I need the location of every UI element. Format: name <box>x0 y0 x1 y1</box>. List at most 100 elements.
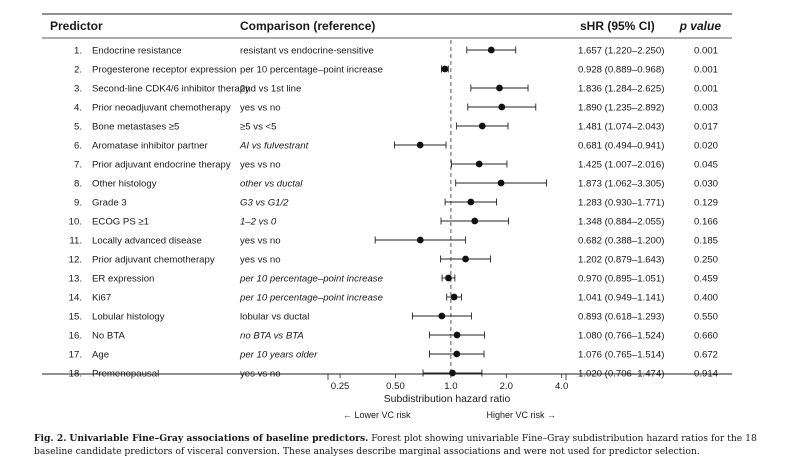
p-value: 0.550 <box>694 311 718 322</box>
point-estimate <box>445 274 452 282</box>
row-index: 9. <box>74 197 82 208</box>
point-estimate <box>450 293 458 301</box>
point-estimate <box>453 350 461 358</box>
p-value: 0.250 <box>694 254 718 265</box>
predictor-label: Bone metastases ≥5 <box>92 121 179 132</box>
predictor-label: Prior neoadjuvant chemotherapy <box>92 102 231 113</box>
predictor-label: Locally advanced disease <box>92 235 202 246</box>
predictor-label: Second-line CDK4/6 inhibitor therapy <box>92 83 250 94</box>
point-estimate <box>462 255 469 263</box>
predictor-label: Grade 3 <box>92 197 127 208</box>
shr-ci-value: 1.657 (1.220–2.250) <box>578 45 664 56</box>
point-estimate <box>438 312 446 320</box>
p-value: 0.017 <box>694 121 718 132</box>
predictor-label: Premenopausal <box>92 368 159 379</box>
predictor-label: No BTA <box>92 330 125 341</box>
predictor-label: ECOG PS ≥1 <box>92 216 149 227</box>
p-value: 0.660 <box>694 330 718 341</box>
predictor-label: Ki67 <box>92 292 111 303</box>
header-estimate: sHR (95% CI) <box>580 19 655 33</box>
p-value: 0.020 <box>694 140 718 151</box>
shr-ci-value: 0.893 (0.618–1.293) <box>578 311 664 322</box>
shr-ci-value: 1.020 (0.706–1.474) <box>578 368 664 379</box>
shr-ci-value: 0.970 (0.895–1.051) <box>578 273 664 284</box>
forest-plot: Predictor Comparison (reference) sHR (95% … <box>42 13 732 420</box>
p-value: 0.459 <box>694 273 718 284</box>
shr-ci-value: 1.348 (0.884–2.055) <box>578 216 664 227</box>
row-index: 10. <box>69 216 82 227</box>
comparison-label: per 10 percentage–point increase <box>239 292 383 303</box>
shr-ci-value: 1.076 (0.765–1.514) <box>578 349 664 360</box>
shr-ci-value: 1.425 (1.007–2.016) <box>578 159 664 170</box>
comparison-label: per 10 years older <box>239 349 318 360</box>
point-estimate <box>449 369 456 377</box>
comparison-label: yes vs no <box>240 102 281 113</box>
shr-ci-value: 1.836 (1.284–2.625) <box>578 83 664 94</box>
comparison-label: ≥5 vs <5 <box>240 121 276 132</box>
point-estimate <box>497 179 505 187</box>
figure-caption: Fig. 2. Univariable Fine–Gray associatio… <box>34 432 774 458</box>
shr-ci-value: 1.041 (0.949–1.141) <box>578 292 664 303</box>
predictor-label: Aromatase inhibitor partner <box>92 140 209 151</box>
point-estimate <box>478 122 486 130</box>
predictor-label: Prior adjuvant chemotherapy <box>92 254 215 265</box>
p-value: 0.001 <box>694 45 718 56</box>
comparison-label: per 10 percentage–point increase <box>239 273 383 284</box>
comparison-label: yes vs no <box>240 159 281 170</box>
caption-body: Forest plot showing univariable Fine–Gra… <box>34 433 757 457</box>
comparison-label: yes vs no <box>240 368 281 379</box>
axis-tick-label: 4.0 <box>555 381 568 392</box>
point-estimate <box>467 198 475 206</box>
point-estimate <box>475 160 483 168</box>
comparison-label: per 10 percentage–point increase <box>240 64 383 75</box>
comparison-label: AI vs fulvestrant <box>239 140 309 151</box>
p-value: 0.045 <box>694 159 718 170</box>
p-value: 0.672 <box>694 349 718 360</box>
row-index: 17. <box>69 349 82 360</box>
row-index: 15. <box>69 311 82 322</box>
row-index: 5. <box>74 121 82 132</box>
axis-tick-label: 0.25 <box>331 381 350 392</box>
comparison-label: 1–2 vs 0 <box>240 216 277 227</box>
caption-label: Fig. 2. <box>34 433 67 444</box>
p-value: 0.030 <box>694 178 718 189</box>
point-estimate <box>496 84 503 92</box>
predictor-label: ER expression <box>92 273 154 284</box>
axis-tick-label: 2.0 <box>500 381 513 392</box>
predictor-label: Prior adjuvant endocrine therapy <box>92 159 231 170</box>
row-index: 4. <box>74 102 82 113</box>
shr-ci-value: 0.928 (0.889–0.968) <box>578 64 664 75</box>
shr-ci-value: 1.481 (1.074–2.043) <box>578 121 664 132</box>
row-index: 11. <box>69 235 82 246</box>
p-value: 0.129 <box>694 197 718 208</box>
caption-title: Univariable Fine–Gray associations of ba… <box>69 433 369 444</box>
comparison-label: 2nd vs 1st line <box>240 83 301 94</box>
shr-ci-value: 0.682 (0.388–1.200) <box>578 235 664 246</box>
comparison-label: resistant vs endocrine-sensitive <box>240 45 374 56</box>
comparison-label: yes vs no <box>240 254 281 265</box>
row-index: 6. <box>74 140 82 151</box>
comparison-label: yes vs no <box>240 235 281 246</box>
row-index: 8. <box>74 178 82 189</box>
header-p-value: p value <box>679 19 722 33</box>
point-estimate <box>416 141 424 149</box>
x-axis-label: Subdistribution hazard ratio <box>384 394 511 405</box>
shr-ci-value: 1.080 (0.766–1.524) <box>578 330 664 341</box>
p-value: 0.914 <box>694 368 719 379</box>
p-value: 0.001 <box>694 64 718 75</box>
p-value: 0.166 <box>694 216 718 227</box>
shr-ci-value: 1.283 (0.930–1.771) <box>578 197 664 208</box>
higher-risk-note: Higher VC risk → <box>486 410 556 420</box>
predictor-label: Age <box>92 349 109 360</box>
predictor-label: Lobular histology <box>92 311 165 322</box>
comparison-label: G3 vs G1/2 <box>240 197 289 208</box>
point-estimate <box>416 236 424 244</box>
comparison-label: no BTA vs BTA <box>240 330 304 341</box>
row-index: 2. <box>74 64 82 75</box>
point-estimate <box>441 65 449 73</box>
row-index: 14. <box>69 292 82 303</box>
point-estimate <box>498 103 506 111</box>
shr-ci-value: 1.873 (1.062–3.305) <box>578 178 664 189</box>
shr-ci-value: 0.681 (0.494–0.941) <box>578 140 664 151</box>
p-value: 0.003 <box>694 102 718 113</box>
